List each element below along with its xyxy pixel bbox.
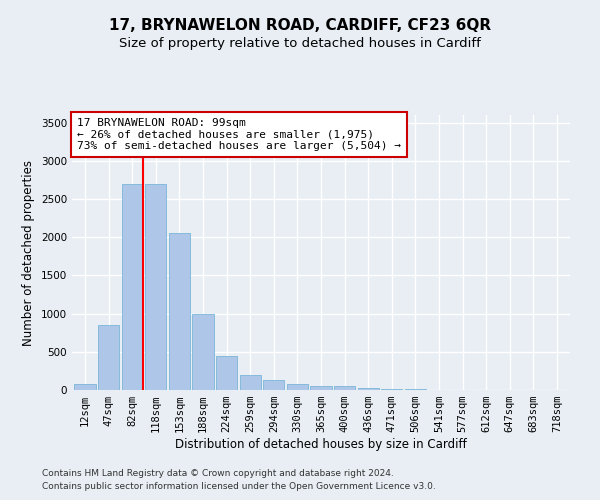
Bar — [239, 374, 261, 390]
Bar — [381, 389, 403, 390]
Bar — [122, 184, 143, 390]
Bar — [193, 314, 214, 390]
Text: Contains HM Land Registry data © Crown copyright and database right 2024.: Contains HM Land Registry data © Crown c… — [42, 468, 394, 477]
Bar — [358, 388, 379, 390]
Bar — [169, 234, 190, 390]
Bar — [98, 325, 119, 390]
Bar — [216, 356, 237, 390]
Bar — [145, 184, 166, 390]
Y-axis label: Number of detached properties: Number of detached properties — [22, 160, 35, 346]
Text: 17, BRYNAWELON ROAD, CARDIFF, CF23 6QR: 17, BRYNAWELON ROAD, CARDIFF, CF23 6QR — [109, 18, 491, 32]
Text: Contains public sector information licensed under the Open Government Licence v3: Contains public sector information licen… — [42, 482, 436, 491]
X-axis label: Distribution of detached houses by size in Cardiff: Distribution of detached houses by size … — [175, 438, 467, 451]
Bar — [287, 384, 308, 390]
Bar — [405, 389, 426, 390]
Bar — [310, 386, 332, 390]
Bar — [334, 386, 355, 390]
Text: 17 BRYNAWELON ROAD: 99sqm
← 26% of detached houses are smaller (1,975)
73% of se: 17 BRYNAWELON ROAD: 99sqm ← 26% of detac… — [77, 118, 401, 151]
Text: Size of property relative to detached houses in Cardiff: Size of property relative to detached ho… — [119, 38, 481, 51]
Bar — [263, 380, 284, 390]
Bar — [74, 384, 95, 390]
